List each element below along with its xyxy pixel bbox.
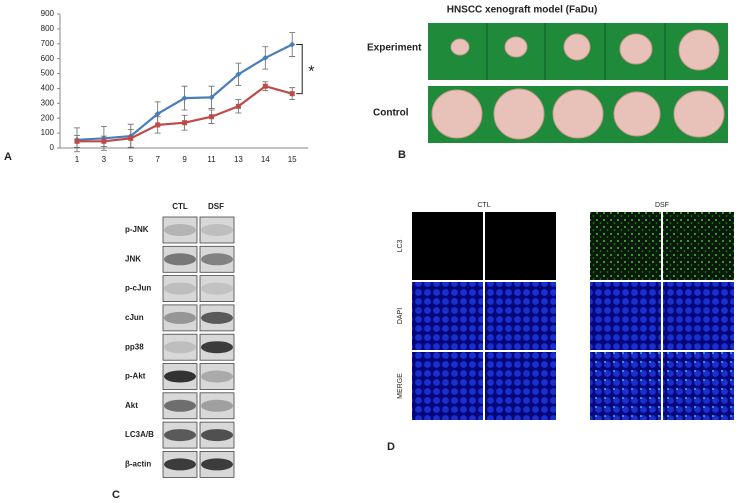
x-tick-label: 15 [288,155,297,164]
micrograph [412,352,483,420]
micrograph [412,282,483,350]
y-tick-label: 500 [41,69,55,78]
y-tick-label: 400 [41,84,55,93]
y-tick-label: 900 [41,9,55,18]
y-tick-label: 300 [41,98,55,107]
y-tick-label: 800 [41,24,55,33]
blot-band [201,282,233,295]
blot-band [201,429,233,442]
blot-band [201,341,233,354]
micrograph [590,282,661,350]
row-label: p-cJun [125,284,151,293]
blot-band [201,311,233,324]
blot-band [164,458,196,471]
micrograph [663,282,734,350]
marker [209,114,214,120]
xenograft-title: HNSCC xenograft model (FaDu) [447,5,598,16]
x-tick-label: 7 [155,155,160,164]
marker [101,138,107,144]
blot-band [164,341,196,354]
panel-label: A [4,151,12,163]
annotation: * [308,63,314,80]
column-label: DSF [655,202,669,209]
marker [289,41,296,48]
marker [182,120,188,126]
x-tick-label: 11 [207,155,216,164]
blot-band [164,282,196,295]
x-tick-label: 1 [75,155,80,164]
marker [262,54,269,61]
row-label: p-Akt [125,372,146,381]
micrograph [412,212,483,280]
column-label: DSF [208,202,224,211]
marker [208,94,215,101]
blot-band [164,224,196,236]
marker [289,91,295,97]
micrograph [485,212,556,280]
micrograph [485,352,556,420]
row-label: Experiment [367,43,422,54]
row-label: Control [373,108,409,119]
panel-label: D [387,441,395,453]
x-tick-label: 5 [129,155,134,164]
blot-band [164,399,196,412]
blot-band [201,224,233,236]
row-label: cJun [125,313,144,322]
marker [155,122,161,128]
y-tick-label: 700 [41,39,55,48]
x-tick-label: 9 [182,155,187,164]
row-label: β-actin [125,460,151,469]
row-label: p-JNK [125,225,149,234]
blot-band [201,253,233,266]
y-tick-label: 200 [41,113,55,122]
column-label: CTL [172,202,188,211]
xenograft-photo [428,23,728,143]
marker [74,138,80,144]
micrograph [663,352,734,420]
row-label: pp38 [125,342,144,351]
panel-label: C [112,489,120,501]
y-tick-label: 100 [41,128,55,137]
row-label: DAPI [397,308,404,324]
row-label: LC3A/B [125,430,154,439]
marker [181,95,188,102]
row-label: LC3 [397,239,404,252]
bracket [296,44,303,95]
y-tick-label: 0 [50,143,55,152]
blot-band [164,370,196,383]
micrograph [663,212,734,280]
marker [235,71,242,78]
blot-band [164,253,196,266]
blot-band [201,458,233,471]
x-tick-label: 13 [234,155,243,164]
panel-label: B [398,149,406,161]
blot-band [201,370,233,383]
micrograph [485,282,556,350]
column-label: CTL [477,202,490,209]
blot-band [201,399,233,412]
blot-band [164,311,196,324]
x-tick-label: 14 [261,155,270,164]
marker [128,135,134,141]
marker [235,103,241,109]
micrograph [590,212,661,280]
micrograph [590,352,661,420]
row-label: Akt [125,401,138,410]
row-label: JNK [125,254,141,263]
marker [262,83,268,89]
blot-band [164,429,196,442]
marker [154,110,161,117]
row-label: MERGE [397,373,404,399]
y-tick-label: 600 [41,54,55,63]
x-tick-label: 3 [102,155,107,164]
